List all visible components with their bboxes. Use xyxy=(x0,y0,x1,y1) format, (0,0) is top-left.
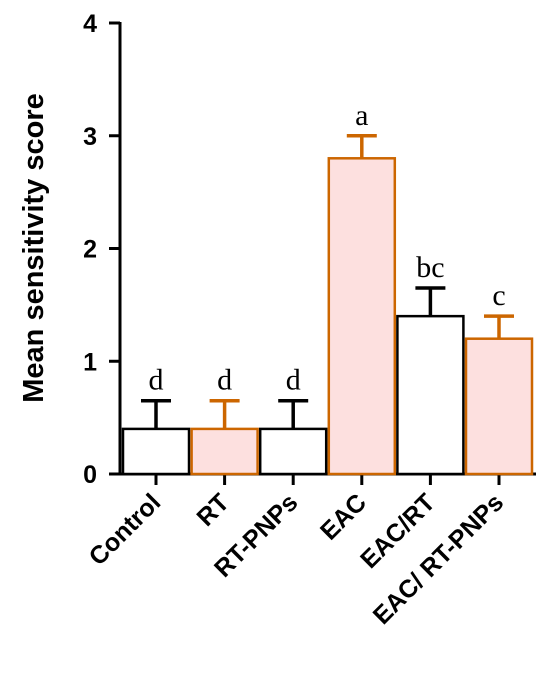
y-tick-label: 4 xyxy=(83,10,97,38)
bars xyxy=(121,157,534,476)
significance-letter: d xyxy=(217,364,232,397)
significance-letter: bc xyxy=(416,251,444,284)
significance-letter: c xyxy=(492,279,505,312)
x-tick-label: RT xyxy=(191,488,234,531)
y-tick-label: 2 xyxy=(83,236,97,264)
significance-letters: d d d a bc c xyxy=(149,99,506,397)
bar xyxy=(258,427,328,476)
x-tick-label: EAC xyxy=(315,488,372,545)
y-axis-title: Mean sensitivity score xyxy=(18,93,50,402)
bar xyxy=(121,427,191,476)
y-tick-label: 0 xyxy=(83,461,97,489)
significance-letter: a xyxy=(355,99,368,132)
error-bars xyxy=(141,134,514,429)
y-tick-label: 1 xyxy=(83,348,97,376)
significance-letter: d xyxy=(286,364,301,397)
y-tick-labels: 0 1 2 3 4 xyxy=(83,10,97,489)
x-tick-label: Control xyxy=(84,488,167,571)
bar xyxy=(327,157,397,476)
y-tick-label: 3 xyxy=(83,123,97,151)
bar xyxy=(190,427,259,476)
bar xyxy=(464,337,534,476)
significance-letter: d xyxy=(149,364,164,397)
bar xyxy=(396,314,465,476)
